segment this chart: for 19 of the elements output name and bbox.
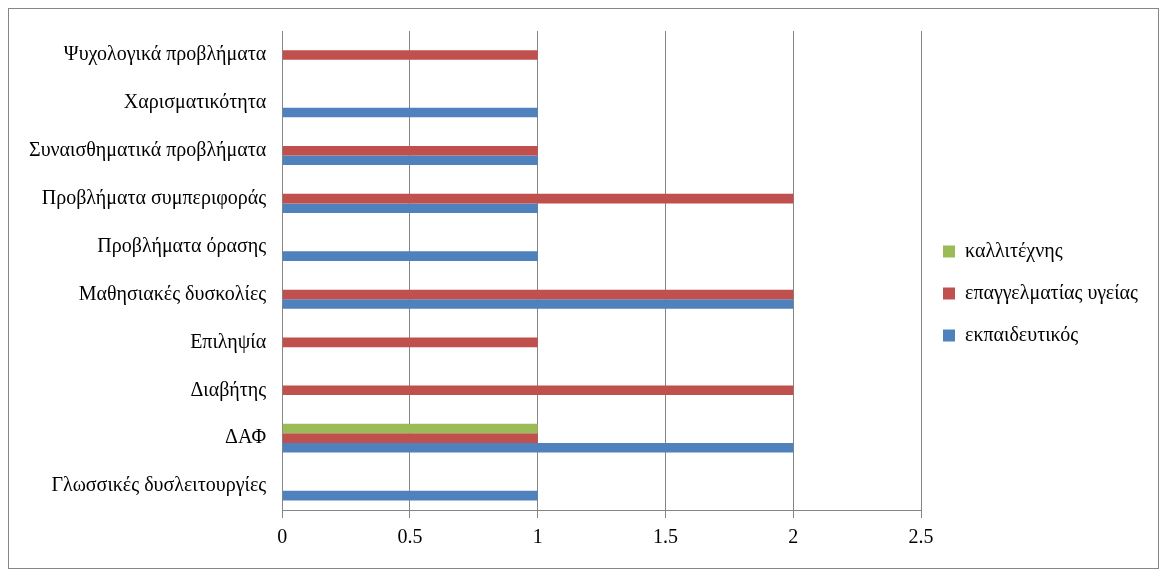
y-tick-label: Επιληψία (190, 329, 267, 353)
y-tick-label: Συναισθηματικά προβλήματα (29, 138, 267, 161)
x-tick-label: 0.5 (397, 525, 423, 548)
y-tick-label: ΔΑΦ (225, 425, 267, 448)
x-tick-label: 2 (788, 525, 799, 548)
y-tick-label: Γλωσσικές δυσλειτουργίες (51, 473, 267, 497)
y-tick-label: Ψυχολογικά προβλήματα (63, 42, 267, 66)
y-tick-label: Μαθησιακές δυσκολίες (78, 281, 267, 305)
y-tick-label: Προβλήματα όρασης (97, 233, 267, 257)
legend-label: επαγγελματίας υγείας (965, 280, 1139, 304)
y-tick-label: Χαρισματικότητα (123, 90, 267, 114)
x-tick-label: 2.5 (908, 525, 934, 548)
legend-label: καλλιτέχνης (965, 238, 1063, 262)
x-tick-label: 1 (532, 525, 543, 548)
x-tick-label: 1.5 (652, 525, 678, 548)
x-tick-label: 0 (277, 525, 288, 548)
y-tick-label: Διαβήτης (190, 377, 267, 401)
legend-label: εκπαιδευτικός (965, 322, 1079, 345)
y-tick-label: Προβλήματα συμπεριφοράς (41, 185, 267, 209)
